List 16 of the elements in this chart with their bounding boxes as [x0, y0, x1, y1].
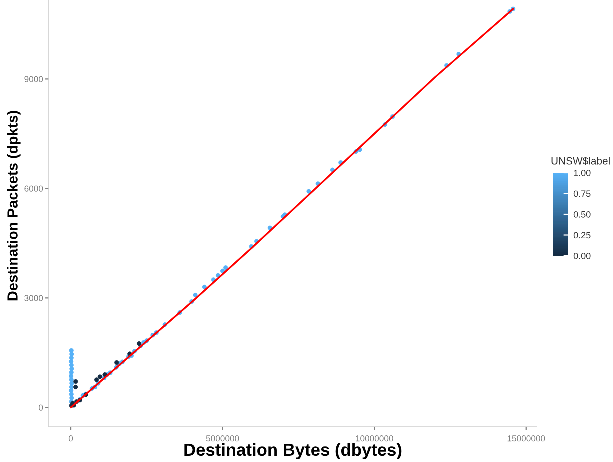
color-bar-title: UNSW$label — [552, 156, 610, 166]
color-bar-label: 0.50 — [574, 211, 591, 218]
x-tick-label: 15000000 — [508, 436, 546, 442]
y-tick-label: 6000 — [24, 186, 44, 192]
x-axis-title: Destination Bytes (dbytes) — [184, 443, 402, 460]
color-bar-label: 0.25 — [574, 232, 591, 239]
color-bar-label: 0.00 — [574, 252, 591, 260]
x-tick-label: 10000000 — [356, 436, 394, 442]
y-tick-label: 0 — [38, 404, 44, 411]
x-tick-label: 5000000 — [206, 436, 240, 442]
x-tick-label: 0 — [68, 436, 74, 442]
color-bar-label: 0.75 — [574, 190, 591, 198]
color-bar-label: 1.00 — [574, 170, 591, 176]
y-tick-label: 9000 — [24, 76, 44, 82]
y-axis-title: Destination Packets (dpkts) — [7, 111, 21, 301]
y-tick-label: 3000 — [24, 295, 44, 302]
